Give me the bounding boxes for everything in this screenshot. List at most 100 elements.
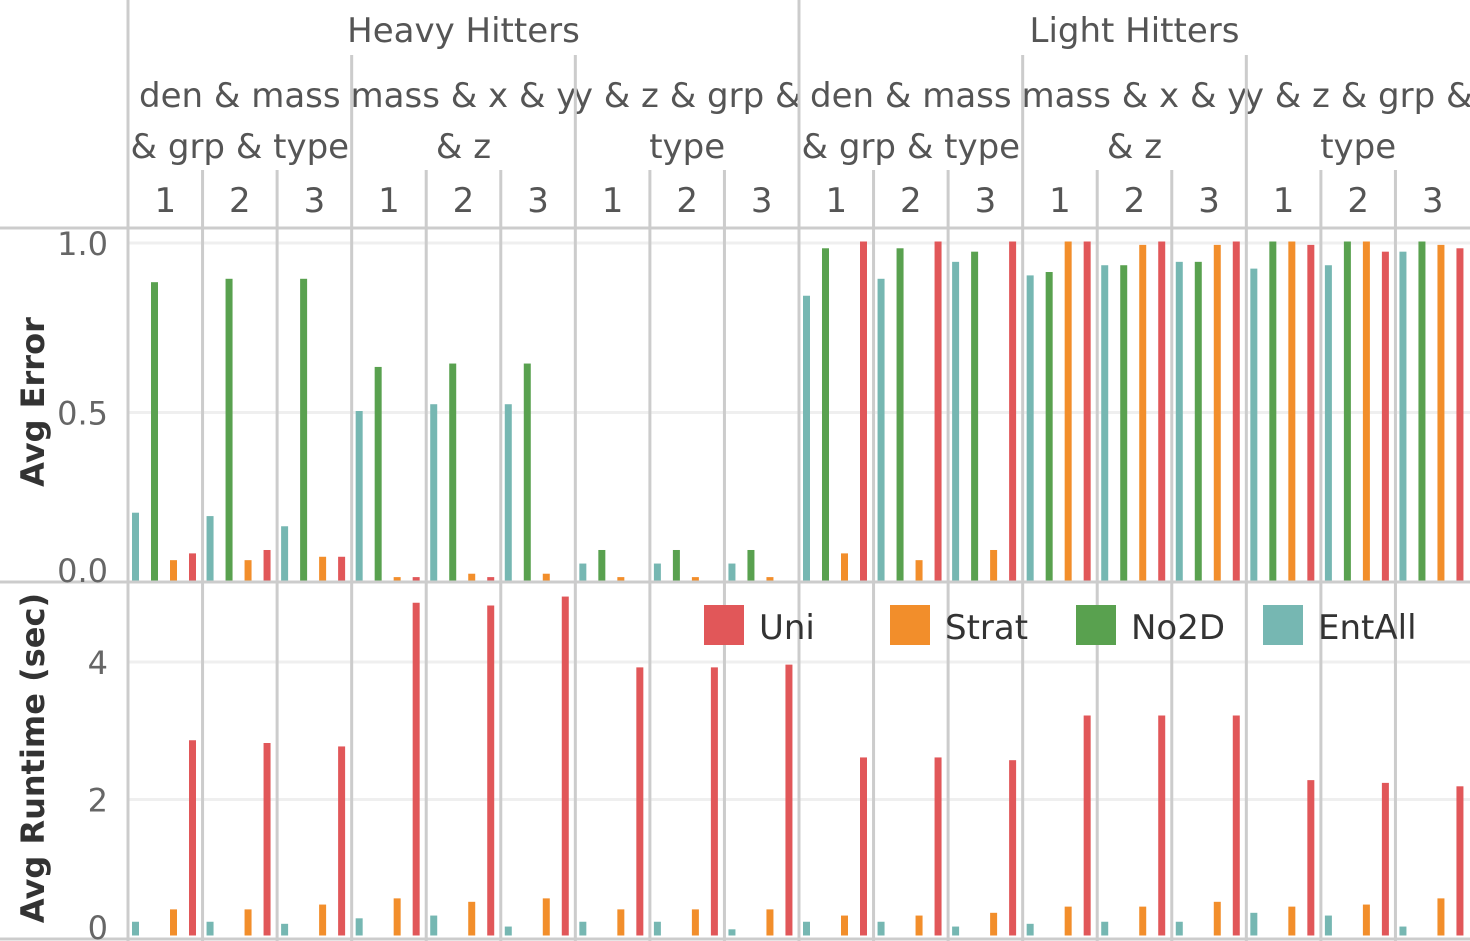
- bar-runtime-strat: [319, 904, 327, 936]
- subgroup-label: y & z & grp &: [1244, 76, 1470, 116]
- run-label: 3: [1422, 181, 1444, 221]
- run-label: 2: [676, 181, 698, 221]
- y-tick-runtime: 0: [88, 909, 108, 941]
- run-label: 2: [229, 181, 251, 221]
- bar-error-no2d: [374, 366, 382, 581]
- bar-runtime-entall: [355, 918, 363, 936]
- bar-runtime-strat: [617, 909, 625, 936]
- bar-error-entall: [653, 563, 661, 581]
- y-axis-label-error: Avg Error: [14, 317, 52, 487]
- bar-runtime-entall: [1399, 926, 1407, 936]
- bar-error-uni: [263, 549, 271, 581]
- bar-error-uni: [338, 556, 346, 581]
- run-label: 1: [154, 181, 176, 221]
- subgroup-label: type: [649, 127, 725, 167]
- bar-runtime-strat: [244, 909, 252, 936]
- bar-error-uni: [189, 553, 196, 581]
- bar-runtime-uni: [1158, 715, 1166, 936]
- bar-error-entall: [1101, 265, 1109, 581]
- subgroup-label: type: [1320, 127, 1396, 167]
- bar-error-entall: [1175, 261, 1183, 581]
- bar-error-no2d: [1269, 241, 1277, 581]
- bar-runtime-entall: [430, 915, 438, 936]
- bar-error-uni: [860, 241, 867, 581]
- bar-runtime-strat: [915, 915, 923, 936]
- subgroup-label: y & z & grp &: [573, 76, 802, 116]
- bar-error-strat: [766, 577, 774, 581]
- bar-error-entall: [803, 295, 810, 581]
- run-label: 1: [1049, 181, 1071, 221]
- bar-error-entall: [1026, 275, 1034, 581]
- run-label: 3: [975, 181, 997, 221]
- run-label: 1: [602, 181, 624, 221]
- bar-runtime-strat: [1139, 906, 1147, 936]
- bar-runtime-entall: [1175, 921, 1183, 936]
- legend-swatch-entall: [1263, 605, 1303, 645]
- bar-runtime-strat: [691, 909, 699, 936]
- bar-error-no2d: [1120, 265, 1128, 581]
- bar-runtime-uni: [1381, 782, 1389, 936]
- bar-error-no2d: [598, 549, 606, 581]
- bar-error-entall: [1399, 251, 1407, 581]
- bar-runtime-entall: [803, 921, 810, 936]
- run-label: 3: [527, 181, 549, 221]
- group-label: Heavy Hitters: [347, 11, 580, 51]
- bar-error-strat: [1362, 241, 1370, 581]
- run-label: 2: [900, 181, 922, 221]
- bar-runtime-strat: [1064, 906, 1072, 936]
- bar-runtime-uni: [1456, 786, 1464, 936]
- bar-error-entall: [281, 526, 289, 581]
- bar-runtime-entall: [1026, 923, 1034, 936]
- bar-error-uni: [1158, 241, 1166, 581]
- subgroup-label: den & mass: [139, 76, 341, 116]
- bar-error-strat: [691, 577, 699, 581]
- bar-error-entall: [132, 512, 139, 581]
- bar-error-strat: [170, 560, 177, 581]
- bar-runtime-entall: [1250, 912, 1258, 936]
- bar-runtime-uni: [412, 602, 420, 936]
- bar-error-strat: [617, 577, 625, 581]
- run-label: 2: [1347, 181, 1369, 221]
- subgroup-label: & z: [1107, 127, 1162, 167]
- bar-runtime-uni: [636, 667, 644, 936]
- bar-error-entall: [728, 563, 736, 581]
- bar-runtime-uni: [860, 757, 867, 936]
- bar-runtime-entall: [1324, 915, 1332, 936]
- subgroup-label: mass & x & y: [1022, 76, 1248, 116]
- run-label: 1: [378, 181, 400, 221]
- bar-runtime-entall: [728, 929, 736, 936]
- bar-error-strat: [468, 573, 476, 581]
- bar-runtime-uni: [487, 605, 495, 936]
- bar-error-uni: [1456, 248, 1464, 581]
- bar-runtime-uni: [338, 746, 346, 936]
- bar-runtime-entall: [952, 926, 960, 936]
- bar-runtime-entall: [653, 921, 661, 936]
- bar-error-strat: [841, 553, 848, 581]
- bar-error-entall: [206, 516, 214, 581]
- bar-error-entall: [355, 411, 363, 581]
- subgroup-label: mass & x & y: [351, 76, 577, 116]
- bar-error-strat: [1139, 244, 1147, 581]
- bar-runtime-uni: [934, 757, 942, 936]
- legend-label-no2d: No2D: [1131, 608, 1225, 648]
- subgroup-label: & grp & type: [131, 127, 350, 167]
- bar-runtime-strat: [990, 912, 998, 936]
- bar-error-no2d: [151, 282, 158, 581]
- legend-label-entall: EntAll: [1318, 608, 1417, 648]
- bar-runtime-uni: [561, 596, 569, 936]
- bar-runtime-strat: [766, 909, 774, 936]
- y-tick-error: 0.0: [57, 552, 108, 590]
- bar-runtime-entall: [206, 921, 214, 936]
- bar-error-strat: [990, 549, 998, 581]
- bar-error-uni: [1381, 251, 1389, 581]
- bar-error-uni: [487, 577, 495, 581]
- legend-swatch-strat: [890, 605, 930, 645]
- bar-runtime-strat: [1362, 904, 1370, 936]
- bar-error-uni: [412, 577, 420, 581]
- bar-error-no2d: [822, 248, 829, 581]
- bar-runtime-uni: [1232, 715, 1240, 936]
- run-label: 1: [825, 181, 847, 221]
- legend-swatch-no2d: [1076, 605, 1116, 645]
- bar-error-no2d: [449, 363, 457, 581]
- run-label: 3: [1198, 181, 1220, 221]
